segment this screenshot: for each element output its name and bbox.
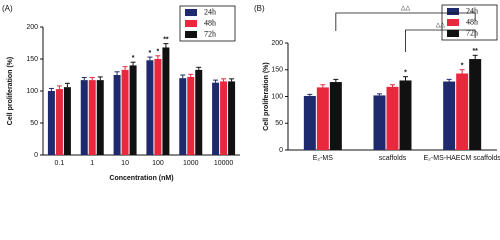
legend-label: 48h — [466, 17, 478, 26]
legend-swatch — [185, 9, 197, 16]
legend-swatch — [447, 30, 459, 37]
bar — [154, 59, 162, 155]
significance-mark: * — [461, 63, 464, 70]
legend-label: 72h — [466, 28, 478, 37]
bar — [113, 75, 121, 155]
legend-label: 24h — [466, 6, 478, 15]
y-axis-label: Cell proliferation (%) — [263, 62, 270, 130]
x-tick-label: E₂-MS-HAECM scaffolds — [424, 155, 500, 162]
bar — [187, 76, 195, 155]
bar — [316, 87, 329, 150]
x-axis-label: Concentration (nM) — [109, 175, 173, 182]
bracket — [405, 29, 476, 52]
bar — [88, 80, 96, 155]
significance-mark: * — [132, 55, 135, 62]
legend-swatch — [447, 8, 459, 15]
y-tick-label: 50 — [30, 120, 38, 127]
figure: (A) Cell proliferation (%) Concentration (… — [2, 4, 500, 182]
bar — [228, 81, 236, 155]
bar — [386, 86, 399, 150]
bracket-label: △△ — [436, 23, 446, 29]
x-tick-label: 1000 — [183, 160, 199, 167]
y-tick-label: 150 — [26, 56, 38, 63]
x-tick-label: 1 — [90, 160, 94, 167]
y-tick-label: 0 — [34, 152, 38, 159]
bar — [195, 69, 203, 155]
legend-swatch — [185, 20, 197, 27]
y-tick-label: 100 — [26, 88, 38, 95]
legend-label: 24h — [204, 7, 216, 16]
bar — [63, 87, 71, 155]
bar — [96, 80, 104, 155]
significance-mark: ** — [163, 36, 169, 43]
panel-label: (A) — [2, 4, 13, 13]
legend-label: 72h — [204, 29, 216, 38]
bar — [399, 80, 412, 150]
legend-swatch — [185, 31, 197, 38]
x-tick-label: 10000 — [214, 160, 234, 167]
bar — [80, 80, 88, 155]
legend-label: 48h — [204, 18, 216, 27]
y-axis-label: Cell proliferation (%) — [7, 57, 14, 125]
bracket — [335, 12, 476, 31]
significance-mark: * — [149, 50, 152, 57]
y-tick-label: 0 — [279, 147, 283, 154]
bar — [162, 47, 170, 156]
panel-label: (B) — [254, 4, 265, 13]
bracket-label: △△ — [401, 6, 411, 12]
bar — [121, 69, 129, 155]
significance-mark: * — [404, 70, 407, 77]
x-tick-label: 100 — [152, 160, 164, 167]
bar — [303, 95, 316, 150]
x-tick-label: E₂-MS — [313, 155, 334, 162]
x-tick-label: scaffolds — [379, 155, 407, 162]
bar — [47, 91, 55, 155]
significance-mark: * — [157, 49, 160, 56]
bar — [469, 59, 482, 150]
bar — [129, 65, 137, 155]
significance-mark: ** — [472, 48, 478, 55]
bar — [456, 73, 469, 150]
bar — [329, 82, 342, 150]
y-tick-label: 200 — [271, 40, 283, 47]
bar — [146, 60, 154, 155]
bar — [55, 89, 63, 155]
x-tick-label: 10 — [121, 160, 129, 167]
x-tick-label: 0.1 — [55, 160, 65, 167]
bar — [443, 81, 456, 150]
bar — [373, 95, 386, 150]
bar — [212, 82, 220, 155]
bar — [179, 78, 187, 155]
y-tick-label: 50 — [275, 120, 283, 127]
bar — [220, 81, 228, 155]
legend-swatch — [447, 19, 459, 26]
y-tick-label: 200 — [26, 24, 38, 31]
y-tick-label: 100 — [271, 93, 283, 100]
y-tick-label: 150 — [271, 67, 283, 74]
